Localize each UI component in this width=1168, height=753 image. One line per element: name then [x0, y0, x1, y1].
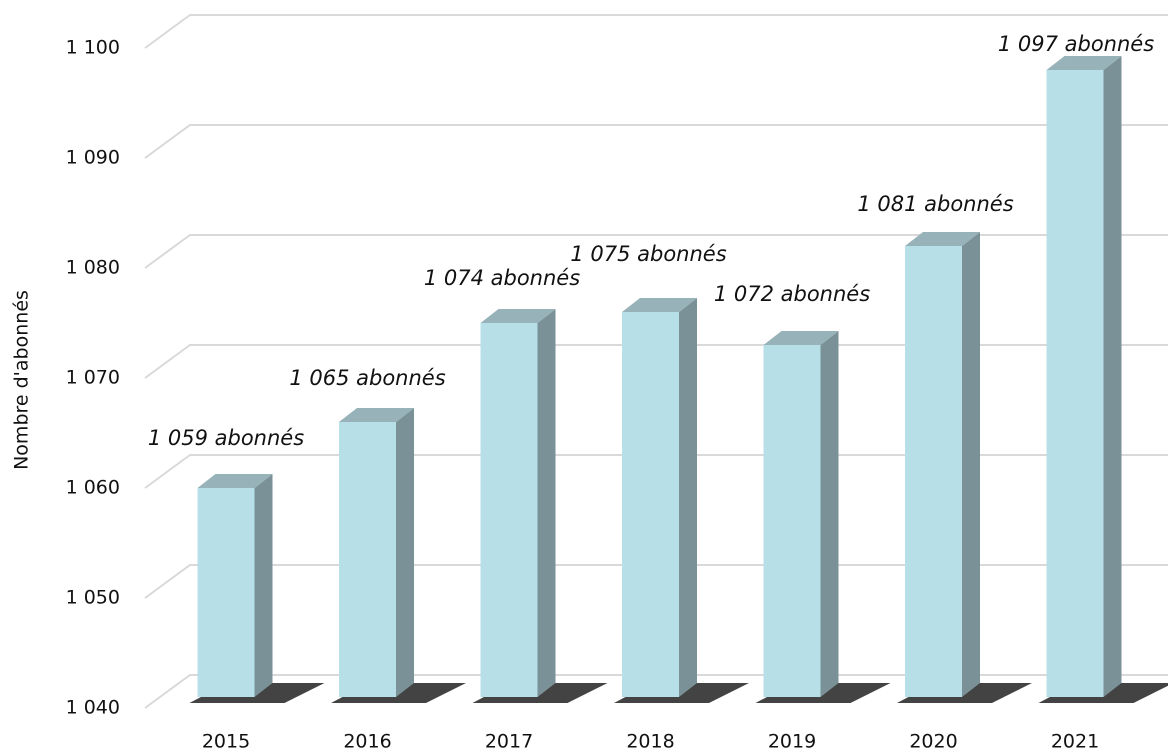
value-label: 1 075 abonnés — [570, 242, 726, 266]
bar-top — [197, 474, 273, 488]
y-tick-label: 1 040 — [66, 697, 120, 719]
grid-line — [144, 674, 1168, 709]
x-tick-label: 2019 — [768, 731, 816, 753]
y-tick-label: 1 060 — [66, 477, 120, 499]
y-tick-label: 1 090 — [66, 147, 120, 169]
bar — [622, 298, 697, 697]
y-tick-label: 1 100 — [66, 37, 120, 59]
value-label: 1 072 abonnés — [714, 282, 870, 306]
bar-top — [480, 309, 556, 323]
bar-top — [905, 232, 980, 246]
grid-line — [144, 234, 1168, 269]
bar-top — [1046, 56, 1122, 70]
grid-line — [144, 454, 1168, 489]
value-label: 1 059 abonnés — [148, 426, 304, 450]
bar-front — [622, 312, 679, 697]
y-tick-label: 1 070 — [66, 367, 120, 389]
value-label: 1 065 abonnés — [289, 366, 445, 390]
bar-front — [1046, 70, 1104, 697]
bar — [480, 309, 556, 697]
bar — [905, 232, 980, 697]
bar — [339, 408, 414, 697]
value-label: 1 097 abonnés — [998, 32, 1154, 56]
x-tick-label: 2018 — [626, 731, 674, 753]
bar-top — [339, 408, 414, 422]
x-tick-label: 2017 — [485, 731, 533, 753]
bar — [1046, 56, 1122, 697]
y-tick-label: 1 050 — [66, 587, 120, 609]
y-tick-label: 1 080 — [66, 257, 120, 279]
grid-line — [144, 124, 1168, 159]
value-label: 1 081 abonnés — [857, 192, 1013, 216]
bar-side — [679, 298, 697, 697]
x-tick-label: 2021 — [1051, 731, 1099, 753]
bar-side — [396, 408, 414, 697]
bar-top — [622, 298, 697, 312]
x-tick-label: 2015 — [202, 731, 250, 753]
bar-side — [254, 474, 273, 697]
x-tick-label: 2020 — [909, 731, 957, 753]
value-label: 1 074 abonnés — [424, 266, 580, 290]
bar-front — [197, 488, 255, 697]
bar-front — [339, 422, 396, 697]
bar-side — [962, 232, 980, 697]
y-axis-title: Nombre d'abonnés — [11, 290, 33, 470]
grid-line — [144, 344, 1168, 379]
bar-top — [763, 331, 839, 345]
bar-side — [1103, 56, 1122, 697]
bar-front — [763, 345, 821, 697]
bar-side — [820, 331, 839, 697]
grid-line — [144, 564, 1168, 599]
bar — [763, 331, 839, 697]
bar-side — [537, 309, 556, 697]
grid-line — [144, 14, 1168, 49]
bar-front — [480, 323, 538, 697]
x-tick-label: 2016 — [343, 731, 391, 753]
bar-front — [905, 246, 962, 697]
bar — [197, 474, 273, 697]
